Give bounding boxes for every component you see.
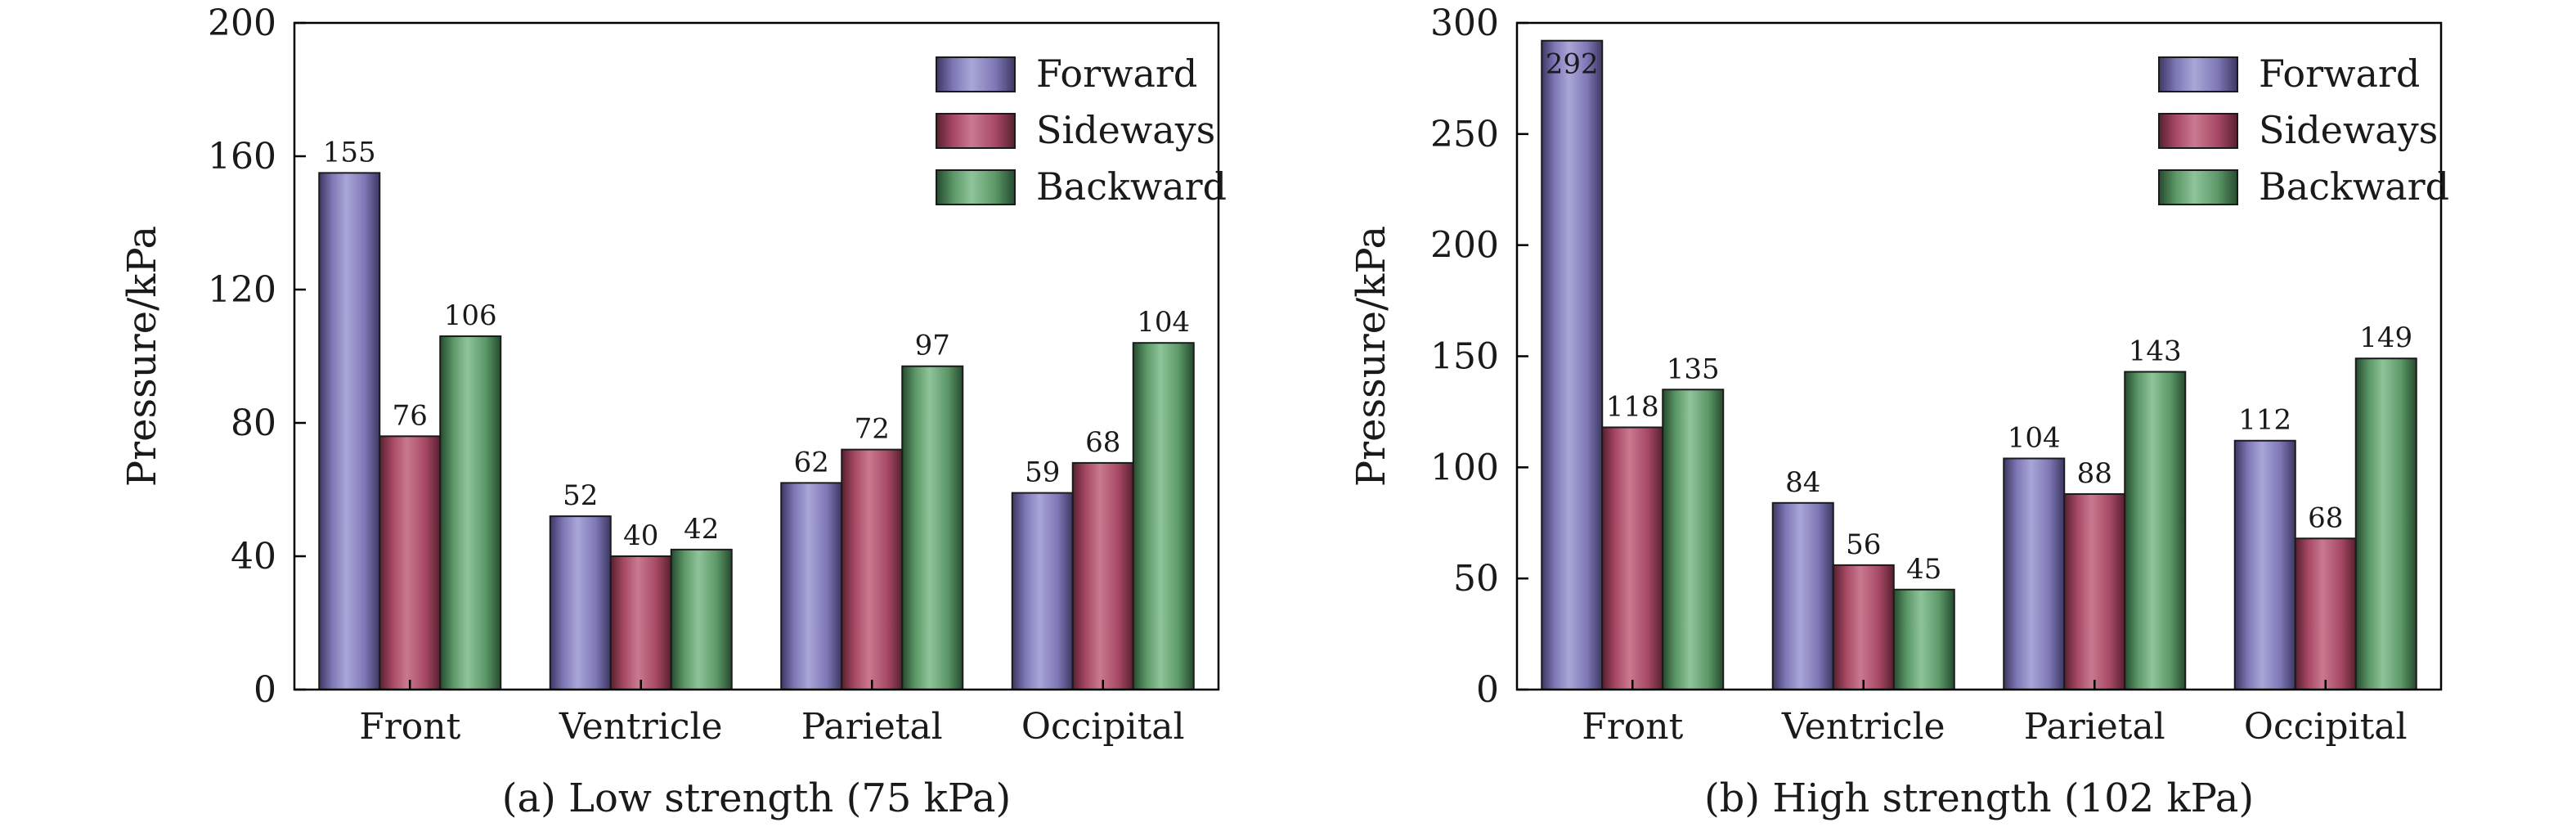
data-label-forward-front: 155 [323,136,376,169]
bar-sideways-front [379,435,442,690]
y-tick-label: 300 [1430,2,1499,44]
data-label-backward-ventricle: 42 [684,513,719,546]
plot-frame [293,21,1220,691]
bar-forward-parietal [780,482,843,690]
chart-panel-high-strength: 292 84 104 112 118 56 88 68 135 45 143 149 0 50 100 15… [1349,2,2449,821]
x-tick-label-occipital: Occipital [2244,706,2408,748]
bars-group: 155 52 62 59 76 40 72 68 106 42 97 104 [318,136,1195,691]
bar-forward-occipital [2233,439,2296,690]
data-label-backward-occipital: 149 [2359,321,2412,354]
y-tick-label: 250 [1430,114,1499,155]
legend-swatch-backward [936,169,1016,205]
bar-forward-ventricle [549,515,612,690]
bar-backward-parietal [901,365,964,690]
bar-sideways-parietal [841,448,904,690]
legend-label-sideways: Sideways [1036,108,1215,152]
data-label-forward-parietal: 62 [794,446,829,479]
legend: Forward Sideways Backward [2158,52,2449,209]
data-label-backward-occipital: 104 [1137,306,1190,339]
legend-swatch-backward [2158,169,2238,205]
y-axis: 0 50 100 150 200 250 300 [1430,2,1528,711]
y-axis: 0 40 80 120 160 200 [208,2,306,711]
data-label-sideways-ventricle: 40 [623,519,658,552]
x-axis: Front Ventricle Parietal Occipital [1582,680,2408,748]
x-axis: Front Ventricle Parietal Occipital [359,680,1185,748]
bar-backward-occipital [2354,357,2417,690]
x-tick-label-front: Front [359,706,460,748]
legend-label-forward: Forward [1036,52,1197,96]
bar-sideways-occipital [1071,461,1134,691]
bar-sideways-parietal [2063,492,2126,691]
legend-label-forward: Forward [2259,52,2420,96]
data-label-sideways-front: 76 [393,399,428,432]
legend-swatch-sideways [936,113,1016,149]
y-tick-label: 160 [208,136,276,178]
data-label-sideways-ventricle: 56 [1846,528,1881,561]
data-label-backward-ventricle: 45 [1906,553,1941,586]
y-tick-label: 50 [1453,558,1499,600]
bar-forward-ventricle [1771,501,1834,690]
bar-backward-parietal [2124,371,2187,690]
x-tick-label-front: Front [1582,706,1683,748]
y-axis-title: Pressure/kPa [1349,226,1394,487]
data-label-forward-occipital: 112 [2238,404,2291,437]
data-label-forward-parietal: 104 [2008,421,2061,454]
legend-label-backward: Backward [1036,164,1227,209]
y-tick-label: 80 [231,402,276,444]
chart-caption: (a) Low strength (75 kPa) [502,775,1011,821]
bar-sideways-occipital [2294,537,2357,690]
y-tick-label: 100 [1430,447,1499,488]
legend-swatch-forward [936,56,1016,92]
y-axis-title: Pressure/kPa [119,226,165,487]
data-label-sideways-front: 118 [1606,390,1659,423]
chart-panel-low-strength: 155 52 62 59 76 40 72 68 106 42 97 104 0 40 80 120 160 2… [119,2,1227,821]
data-label-forward-occipital: 59 [1025,456,1060,489]
bar-backward-front [1662,389,1725,690]
data-label-sideways-occipital: 68 [2308,501,2343,534]
x-tick-label-parietal: Parietal [801,706,943,748]
data-label-forward-front: 292 [1546,48,1599,81]
data-label-backward-front: 106 [444,299,497,332]
y-tick-label: 200 [208,2,276,44]
data-label-backward-front: 135 [1667,353,1720,385]
legend: Forward Sideways Backward [936,52,1227,209]
bar-sideways-ventricle [1832,564,1895,690]
y-tick-label: 120 [208,269,276,311]
y-tick-label: 0 [1476,669,1499,711]
x-tick-label-parietal: Parietal [2024,706,2165,748]
y-tick-label: 150 [1430,336,1499,378]
data-label-backward-parietal: 143 [2129,335,2182,368]
y-tick-label: 0 [254,669,276,711]
legend-label-sideways: Sideways [2259,108,2438,152]
bar-backward-ventricle [670,548,733,690]
data-label-sideways-occipital: 68 [1085,426,1120,459]
bars-group: 292 84 104 112 118 56 88 68 135 45 143 149 [1541,39,2417,691]
data-label-forward-ventricle: 84 [1785,466,1820,499]
bar-backward-occipital [1132,342,1195,690]
bar-backward-front [439,335,502,690]
chart-caption: (b) High strength (102 kPa) [1704,775,2254,821]
x-tick-label-ventricle: Ventricle [1781,706,1945,748]
x-tick-label-ventricle: Ventricle [559,706,723,748]
legend-swatch-sideways [2158,113,2238,149]
bar-sideways-ventricle [609,555,672,690]
x-tick-label-occipital: Occipital [1021,706,1185,748]
bar-forward-front [1541,39,1604,690]
data-label-forward-ventricle: 52 [563,479,598,512]
y-tick-label: 40 [231,536,276,578]
legend-swatch-forward [2158,56,2238,92]
bar-forward-parietal [2003,457,2066,690]
data-label-sideways-parietal: 88 [2077,457,2112,490]
bar-forward-occipital [1011,492,1074,691]
data-label-backward-parietal: 97 [915,330,950,362]
bar-forward-front [318,172,381,690]
legend-label-backward: Backward [2259,164,2449,209]
bar-sideways-front [1601,426,1664,691]
bar-backward-ventricle [1892,588,1955,690]
y-tick-label: 200 [1430,225,1499,267]
data-label-sideways-parietal: 72 [855,413,890,446]
